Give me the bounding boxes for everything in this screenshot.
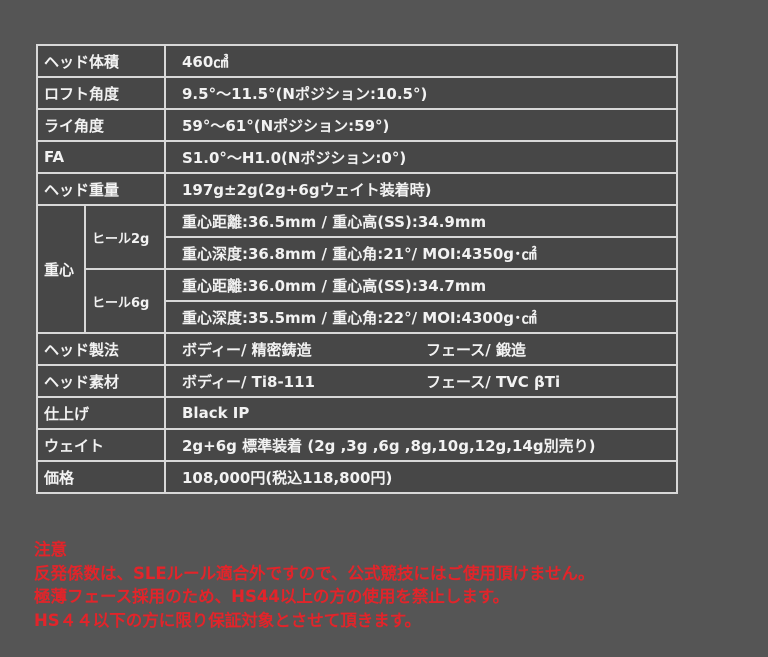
body-value: ボディー/ 精密鋳造 [182, 340, 312, 359]
spec-row: ウェイト 2g+6g 標準装着 (2g ,3g ,6g ,8g,10g,12g,1… [36, 428, 678, 462]
spec-label: FA [36, 140, 166, 174]
cg-row: 重心深度:36.8mm / 重心角:21°/ MOI:4350g･㎠ [37, 236, 678, 270]
spec-row: FA S1.0°〜H1.0(Nポジション:0°) [36, 140, 678, 174]
cg-value: 重心距離:36.0mm / 重心高(SS):34.7mm [164, 268, 678, 302]
cg-group-label: ヒール6g [84, 268, 166, 334]
spec-value: 9.5°〜11.5°(Nポジション:10.5°) [164, 76, 678, 110]
cg-row: ヒール6g 重心距離:36.0mm / 重心高(SS):34.7mm [37, 268, 678, 334]
face-value: フェース/ 鍛造 [426, 340, 526, 359]
spec-value: ボディー/ Ti8-111 フェース/ TVC βTi [164, 364, 678, 398]
spec-label: ウェイト [36, 428, 166, 462]
spec-row: ライ角度 59°〜61°(Nポジション:59°) [36, 108, 678, 142]
spec-row: ロフト角度 9.5°〜11.5°(Nポジション:10.5°) [36, 76, 678, 110]
body-value: ボディー/ Ti8-111 [182, 372, 315, 391]
caution-notes: 注意 反発係数は、SLEルール適合外ですので、公式競技にはご使用頂けません。 極… [34, 538, 595, 632]
cg-value: 重心深度:35.5mm / 重心角:22°/ MOI:4300g･㎠ [164, 300, 678, 334]
spec-value: 197g±2g(2g+6gウェイト装着時) [164, 172, 678, 206]
spec-value: 59°〜61°(Nポジション:59°) [164, 108, 678, 142]
spec-value: 108,000円(税込118,800円) [164, 460, 678, 494]
caution-line: 反発係数は、SLEルール適合外ですので、公式競技にはご使用頂けません。 [34, 563, 595, 583]
spec-label: ヘッド製法 [36, 332, 166, 366]
spec-label: 価格 [36, 460, 166, 494]
spec-label: ヘッド素材 [36, 364, 166, 398]
spec-label: ヘッド体積 [36, 44, 166, 78]
caution-line: HS４４以下の方に限り保証対象とさせて頂きます。 [34, 610, 422, 630]
spec-row: ヘッド素材 ボディー/ Ti8-111 フェース/ TVC βTi [36, 364, 678, 398]
spec-value: 2g+6g 標準装着 (2g ,3g ,6g ,8g,10g,12g,14g別売… [164, 428, 678, 462]
spec-label: 仕上げ [36, 396, 166, 430]
spec-row: 仕上げ Black IP [36, 396, 678, 430]
caution-title: 注意 [34, 540, 67, 559]
spec-value: Black IP [164, 396, 678, 430]
cg-value: 重心距離:36.5mm / 重心高(SS):34.9mm [164, 204, 678, 238]
spec-value: ボディー/ 精密鋳造 フェース/ 鍛造 [164, 332, 678, 366]
cg-row: 重心 ヒール2g 重心距離:36.5mm / 重心高(SS):34.9mm [36, 204, 678, 334]
spec-label: ヘッド重量 [36, 172, 166, 206]
spec-row: ヘッド製法 ボディー/ 精密鋳造 フェース/ 鍛造 [36, 332, 678, 366]
spec-value: 460㎤ [164, 44, 678, 78]
cg-row: 重心深度:35.5mm / 重心角:22°/ MOI:4300g･㎠ [37, 300, 678, 334]
spec-value: S1.0°〜H1.0(Nポジション:0°) [164, 140, 678, 174]
cg-group-label: ヒール2g [84, 204, 166, 270]
spec-label: ロフト角度 [36, 76, 166, 110]
spec-row: ヘッド重量 197g±2g(2g+6gウェイト装着時) [36, 172, 678, 206]
spec-table: ヘッド体積 460㎤ ロフト角度 9.5°〜11.5°(Nポジション:10.5°) … [36, 44, 678, 494]
caution-line: 極薄フェース採用のため、HS44以上の方の使用を禁止します。 [34, 587, 510, 606]
spec-row: ヘッド体積 460㎤ [36, 44, 678, 78]
face-value: フェース/ TVC βTi [426, 372, 561, 391]
spec-label: ライ角度 [36, 108, 166, 142]
cg-label: 重心 [36, 204, 86, 334]
spec-row: 価格 108,000円(税込118,800円) [36, 460, 678, 494]
cg-value: 重心深度:36.8mm / 重心角:21°/ MOI:4350g･㎠ [164, 236, 678, 270]
